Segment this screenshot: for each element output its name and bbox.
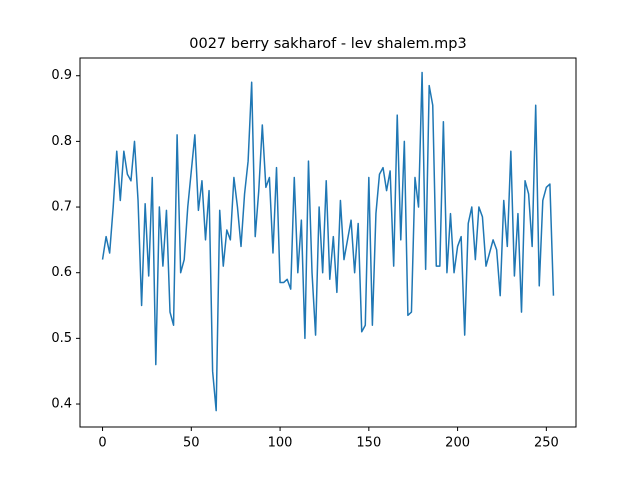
x-tick-label: 50 xyxy=(183,436,200,451)
x-tick-label: 100 xyxy=(268,436,293,451)
chart-title: 0027 berry sakharof - lev shalem.mp3 xyxy=(189,36,466,52)
y-tick-label: 0.4 xyxy=(51,397,72,412)
axes-frame xyxy=(79,57,577,428)
y-tick-label: 0.9 xyxy=(51,68,72,83)
y-tick-label: 0.7 xyxy=(51,200,72,215)
x-tick-label: 0 xyxy=(98,436,106,451)
y-tick-label: 0.5 xyxy=(51,331,72,346)
x-tick-label: 250 xyxy=(534,436,559,451)
y-tick-label: 0.8 xyxy=(51,134,72,149)
data-line xyxy=(101,71,555,412)
x-tick-label: 150 xyxy=(356,436,381,451)
y-tick-label: 0.6 xyxy=(51,265,72,280)
x-tick-label: 200 xyxy=(445,436,470,451)
